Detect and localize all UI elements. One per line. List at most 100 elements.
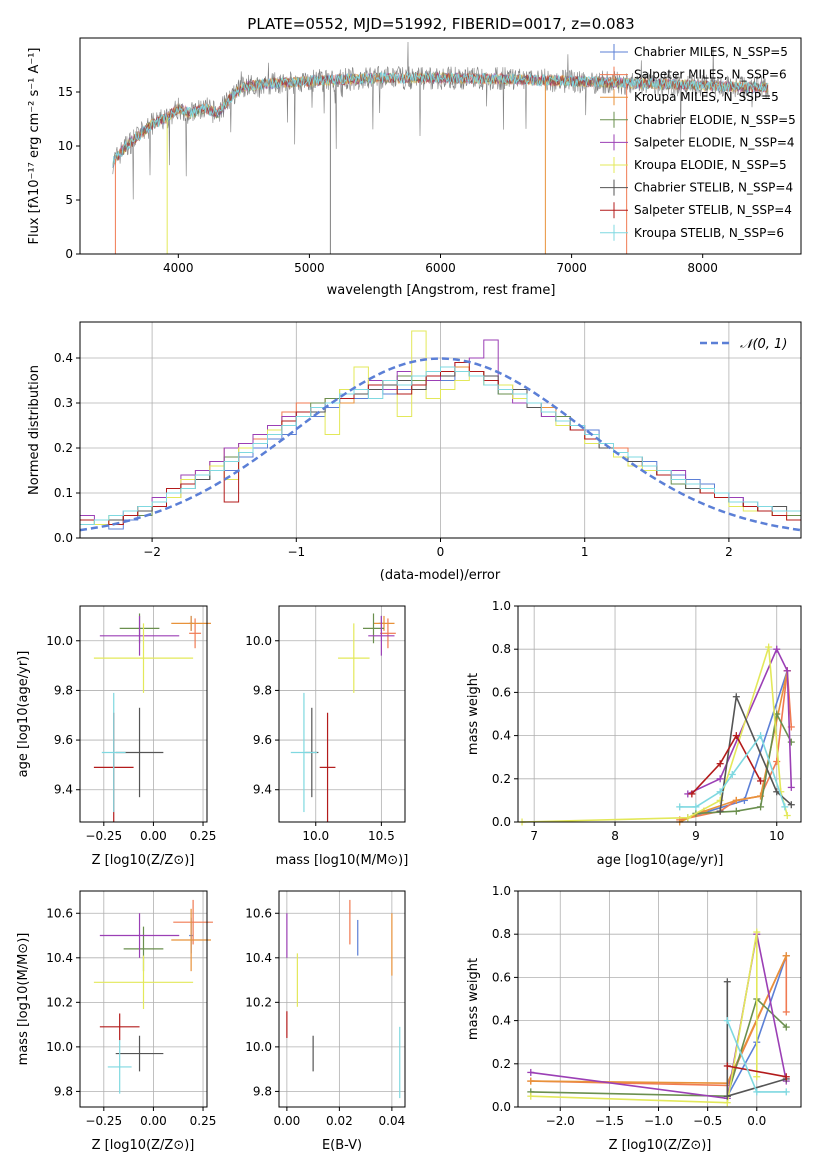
- y-tick-label: 9.8: [253, 683, 272, 697]
- x-tick-label: 0: [437, 545, 445, 559]
- y-tick-label: 5: [65, 193, 73, 207]
- residual-panel: −2 −1 0 1 2 0.0 0.1 0.2 0.3 0.4 (data-model)/erro…: [27, 321, 802, 583]
- age-vs-mass-axes: 10.0 10.5 9.4 9.6 9.8 10.0: [245, 634, 394, 843]
- x-tick-label: 0.00: [274, 1114, 301, 1128]
- gaussian-legend-label: 𝒩(0, 1): [740, 337, 787, 352]
- residual-histogram: [79, 366, 801, 538]
- x-tick-label: 2: [725, 545, 733, 559]
- model-spectrum-line: [112, 71, 769, 168]
- age-vs-Z-ylabel: age [log10(age/yr)]: [16, 651, 31, 778]
- x-tick-label: −2.0: [546, 1114, 575, 1128]
- x-tick-label: 0.25: [190, 1114, 217, 1128]
- y-tick-label: 10: [58, 139, 73, 153]
- y-tick-label: 10.0: [46, 1040, 73, 1054]
- residual-legend: 𝒩(0, 1): [700, 337, 787, 352]
- spectrum-legend: Chabrier MILES, N_SSP=5 Salpeter MILES, N…: [600, 44, 796, 241]
- weight-vs-age-grid: [518, 605, 801, 823]
- y-tick-label: 1.0: [492, 884, 511, 898]
- residual-axes: −2 −1 0 1 2 0.0 0.1 0.2 0.3 0.4: [54, 351, 733, 559]
- y-tick-label: 10.2: [46, 995, 73, 1009]
- x-tick-label: 1: [581, 545, 589, 559]
- mass-vs-Z-points: [93, 899, 213, 1094]
- x-tick-label: 10.0: [302, 829, 329, 843]
- spectrum-panel: 4000 5000 6000 7000 8000 0 5 10 15 wavelength [A…: [27, 37, 802, 298]
- y-tick-label: 0.8: [492, 927, 511, 941]
- y-tick-label: 0.4: [492, 1014, 511, 1028]
- legend-label: Kroupa STELIB, N_SSP=6: [634, 226, 784, 240]
- x-tick-label: −0.5: [693, 1114, 722, 1128]
- x-tick-label: 0.00: [140, 1114, 167, 1128]
- residual-ylabel: Normed distribution: [27, 365, 42, 495]
- age-vs-Z-xlabel: Z [log10(Z/Z⊙)]: [92, 853, 195, 868]
- y-tick-label: 0: [65, 247, 73, 261]
- spectrum-lines: [112, 41, 769, 254]
- legend-label: Chabrier STELIB, N_SSP=4: [634, 181, 793, 195]
- y-tick-label: 9.4: [54, 783, 73, 797]
- y-tick-label: 0.6: [492, 685, 511, 699]
- y-tick-label: 9.4: [253, 783, 272, 797]
- mass-vs-ebv-axes: 0.00 0.02 0.04 9.8 10.0 10.2 10.4 10.6: [245, 906, 405, 1128]
- weight-vs-age-frame: [517, 605, 802, 823]
- x-tick-label: 0.25: [190, 829, 217, 843]
- age-vs-Z-frame: [79, 605, 208, 823]
- y-tick-label: 15: [58, 85, 73, 99]
- residual-histograms: [79, 330, 802, 538]
- y-tick-label: 10.6: [46, 906, 73, 920]
- residual-grid: [80, 322, 801, 539]
- x-tick-label: 0.00: [140, 829, 167, 843]
- weight-vs-age-ylabel: mass weight: [466, 673, 481, 755]
- y-tick-label: 0.6: [492, 970, 511, 984]
- x-tick-label: 4000: [163, 261, 194, 275]
- x-tick-label: −0.25: [85, 1114, 122, 1128]
- x-tick-label: 7000: [556, 261, 587, 275]
- age-vs-mass-frame: [278, 605, 406, 823]
- mass-vs-Z-panel: −0.25 0.00 0.25 9.8 10.0 10.2 10.4 10.6 Z [log1…: [16, 890, 217, 1153]
- y-tick-label: 9.8: [54, 683, 73, 697]
- mass-vs-ebv-points: [286, 899, 401, 1099]
- spectrum-ylabel: Flux [fλ10⁻¹⁷ erg cm⁻² s⁻¹ A⁻¹]: [27, 48, 42, 245]
- x-tick-label: −1: [287, 545, 305, 559]
- legend-label: Salpeter STELIB, N_SSP=4: [634, 203, 792, 217]
- y-tick-label: 10.2: [245, 995, 272, 1009]
- x-tick-label: 0.0: [747, 1114, 766, 1128]
- x-tick-label: 0.02: [326, 1114, 353, 1128]
- y-tick-label: 10.0: [245, 634, 272, 648]
- model-spectrum-line: [112, 71, 769, 168]
- x-tick-label: 5000: [294, 261, 325, 275]
- x-tick-label: 0.04: [379, 1114, 406, 1128]
- mass-vs-ebv-xlabel: E(B-V): [322, 1138, 362, 1153]
- mass-weight-line: [521, 646, 789, 823]
- y-tick-label: 10.0: [245, 1040, 272, 1054]
- age-vs-Z-points: [93, 613, 211, 822]
- y-tick-label: 0.0: [492, 815, 511, 829]
- age-vs-mass-points: [290, 613, 396, 822]
- y-tick-label: 0.2: [492, 772, 511, 786]
- spectrum-xlabel: wavelength [Angstrom, rest frame]: [327, 283, 556, 298]
- y-tick-label: 10.4: [245, 951, 272, 965]
- figure-title: PLATE=0552, MJD=51992, FIBERID=0017, z=0…: [247, 15, 634, 33]
- y-tick-label: 10.0: [46, 634, 73, 648]
- y-tick-label: 0.3: [54, 396, 73, 410]
- y-tick-label: 0.4: [492, 729, 511, 743]
- y-tick-label: 0.8: [492, 642, 511, 656]
- mass-vs-Z-xlabel: Z [log10(Z/Z⊙)]: [92, 1138, 195, 1153]
- age-vs-mass-xlabel: mass [log10(M/M⊙)]: [276, 853, 409, 868]
- legend-label: Kroupa MILES, N_SSP=5: [634, 90, 779, 104]
- weight-vs-Z-axes: −2.0 −1.5 −1.0 −0.5 0.0 0.0 0.2 0.4 0.6 0.8 1.0: [492, 884, 766, 1128]
- weight-vs-age-panel: 7 8 9 10 0.0 0.2 0.4 0.6 0.8 1.0 age [log10(age/y…: [466, 599, 802, 868]
- y-tick-label: 0.4: [54, 351, 73, 365]
- mass-weight-line: [727, 1065, 787, 1078]
- spectrum-axes: 4000 5000 6000 7000 8000 0 5 10 15: [58, 85, 718, 275]
- age-vs-Z-grid: [80, 606, 207, 822]
- y-tick-label: 1.0: [492, 599, 511, 613]
- mass-vs-ebv-panel: 0.00 0.02 0.04 9.8 10.0 10.2 10.4 10.6 E(B-V): [245, 890, 406, 1153]
- x-tick-label: −1.5: [595, 1114, 624, 1128]
- mass-weight-line: [691, 733, 762, 795]
- weight-vs-age-lines: [518, 643, 795, 826]
- y-tick-label: 10.4: [46, 951, 73, 965]
- y-tick-label: 9.8: [253, 1084, 272, 1098]
- weight-vs-age-xlabel: age [log10(age/yr)]: [597, 853, 724, 868]
- weight-vs-Z-ylabel: mass weight: [466, 958, 481, 1040]
- mass-weight-line: [530, 997, 787, 1098]
- model-spectrum-line: [112, 72, 769, 168]
